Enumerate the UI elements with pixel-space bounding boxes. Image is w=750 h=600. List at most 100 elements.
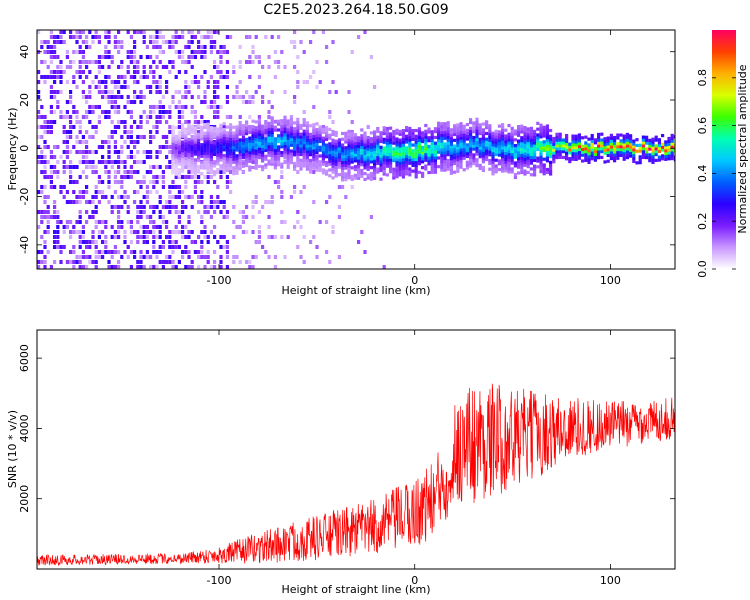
heatmap-cell [126, 155, 130, 159]
heatmap-cell [309, 75, 313, 79]
heatmap-cell [293, 130, 297, 134]
heatmap-cell [369, 160, 373, 164]
heatmap-cell [456, 163, 460, 168]
heatmap-cell [197, 144, 201, 148]
heatmap-cell [222, 205, 226, 209]
heatmap-cell [398, 132, 402, 136]
heatmap-cell [238, 115, 242, 119]
heatmap-cell [446, 147, 450, 151]
heatmap-cell [190, 35, 194, 39]
heatmap-cell [181, 154, 185, 159]
heatmap-cell [200, 190, 204, 194]
heatmap-cell [49, 90, 53, 94]
heatmap-cell [43, 130, 47, 134]
heatmap-cell [149, 135, 153, 139]
heatmap-cell [193, 143, 197, 147]
heatmap-cell [264, 154, 268, 158]
heatmap-cell [504, 154, 508, 158]
heatmap-cell [78, 30, 82, 34]
heatmap-cell [72, 75, 76, 79]
heatmap-cell [645, 141, 649, 145]
heatmap-cell [46, 205, 50, 209]
heatmap-cell [481, 131, 485, 135]
heatmap-cell [171, 165, 175, 169]
heatmap-cell [293, 225, 297, 229]
heatmap-cell [462, 130, 466, 134]
heatmap-cell [193, 169, 197, 174]
heatmap-cell [357, 165, 361, 169]
colorbar-label: Normalized spectral amplitude [736, 64, 749, 233]
heatmap-cell [235, 139, 239, 143]
heatmap-cell [37, 260, 41, 264]
heatmap-cell [539, 169, 543, 174]
heatmap-cell [78, 255, 82, 259]
heatmap-cell [536, 144, 540, 149]
heatmap-cell [200, 137, 204, 141]
heatmap-cell [427, 144, 431, 149]
heatmap-cell [629, 142, 633, 147]
heatmap-cell [555, 138, 559, 142]
heatmap-cell [424, 147, 428, 151]
heatmap-cell [123, 120, 127, 124]
heatmap-cell [171, 240, 175, 244]
heatmap-cell [97, 55, 101, 59]
heatmap-cell [149, 170, 153, 174]
heatmap-cell [117, 155, 121, 159]
heatmap-cell [136, 30, 140, 34]
heatmap-cell [357, 139, 361, 143]
heatmap-cell [75, 140, 79, 144]
heatmap-cell [331, 120, 335, 124]
heatmap-cell [395, 169, 399, 173]
heatmap-cell [129, 165, 133, 169]
heatmap-cell [331, 129, 335, 134]
heatmap-cell [85, 45, 89, 49]
heatmap-cell [574, 154, 578, 159]
heatmap-cell [443, 154, 447, 158]
heatmap-cell [101, 160, 105, 164]
heatmap-cell [504, 157, 508, 161]
heatmap-cell [222, 45, 226, 49]
heatmap-cell [40, 40, 44, 44]
heatmap-cell [88, 110, 92, 114]
heatmap-cell [593, 152, 597, 156]
heatmap-cell [200, 240, 204, 244]
heatmap-cell [379, 151, 383, 155]
heatmap-cell [203, 70, 207, 74]
heatmap-cell [469, 152, 473, 157]
heatmap-cell [363, 154, 367, 158]
heatmap-cell [254, 163, 258, 167]
heatmap-cell [497, 150, 501, 154]
heatmap-cell [497, 167, 501, 172]
heatmap-cell [520, 144, 524, 149]
heatmap-cell [197, 120, 201, 124]
heatmap-cell [149, 105, 153, 109]
heatmap-cell [632, 139, 636, 143]
heatmap-cell [216, 170, 220, 175]
heatmap-cell [104, 170, 108, 174]
heatmap-cell [206, 154, 210, 158]
heatmap-cell [587, 137, 591, 141]
heatmap-cell [443, 168, 447, 172]
heatmap-cell [341, 185, 345, 189]
heatmap-cell [190, 135, 194, 139]
heatmap-cell [363, 30, 367, 34]
heatmap-cell [37, 250, 41, 254]
heatmap-cell [216, 127, 220, 131]
heatmap-cell [446, 153, 450, 157]
heatmap-cell [241, 132, 245, 137]
heatmap-cell [129, 175, 133, 179]
heatmap-cell [337, 205, 341, 209]
heatmap-cell [670, 151, 674, 155]
heatmap-cell [168, 40, 172, 44]
heatmap-cell [245, 163, 249, 168]
heatmap-cell [616, 147, 620, 152]
heatmap-cell [88, 120, 92, 124]
heatmap-cell [53, 70, 57, 74]
heatmap-cell [133, 45, 137, 49]
heatmap-cell [152, 225, 156, 229]
heatmap-cell [209, 160, 213, 165]
heatmap-cell [590, 151, 594, 155]
heatmap-cell [536, 147, 540, 152]
heatmap-cell [635, 149, 639, 153]
heatmap-cell [289, 123, 293, 127]
